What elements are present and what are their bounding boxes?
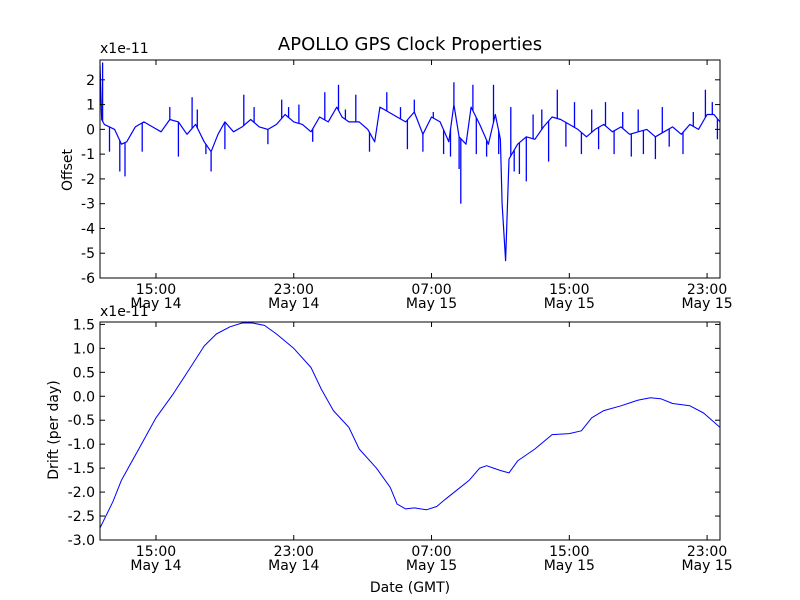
- offset-ytick-label: -6: [81, 271, 95, 287]
- offset-multiplier: x1e-11: [100, 41, 149, 57]
- chart-title: APOLLO GPS Clock Properties: [278, 34, 542, 55]
- offset-xtick-time-label: 07:00: [411, 282, 451, 298]
- drift-multiplier: x1e-11: [100, 304, 149, 320]
- drift-xtick-time-label: 07:00: [411, 544, 451, 560]
- drift-plot: x1e-11 Drift (per day) Date (GMT) -3.0 -2…: [46, 304, 733, 596]
- drift-ytick-label: 0.0: [73, 389, 95, 405]
- drift-xtick-date-label: May 15: [406, 558, 457, 574]
- drift-xtick-date-label: May 15: [681, 558, 732, 574]
- offset-ytick-label: -2: [81, 172, 95, 188]
- drift-xtick-date-label: May 14: [268, 558, 319, 574]
- drift-plot-area: [100, 322, 720, 529]
- offset-xtick-date-label: May 14: [268, 296, 319, 312]
- drift-ytick-label: -2.5: [68, 509, 95, 525]
- offset-ytick-label: -1: [81, 147, 95, 163]
- drift-ytick-label: -2.0: [68, 485, 95, 501]
- offset-ytick-label: 0: [86, 122, 95, 138]
- offset-xtick-time-label: 15:00: [136, 282, 176, 298]
- offset-xtick-time-label: 23:00: [274, 282, 314, 298]
- drift-ytick-label: 1.0: [73, 341, 95, 357]
- drift-xtick-time-label: 15:00: [136, 544, 176, 560]
- drift-xtick-time-label: 23:00: [274, 544, 314, 560]
- drift-ytick-label: -1.0: [68, 437, 95, 453]
- drift-ylabel: Drift (per day): [46, 380, 62, 479]
- offset-xtick-time-label: 23:00: [687, 282, 727, 298]
- offset-ytick-label: -3: [81, 197, 95, 213]
- drift-xlabel: Date (GMT): [370, 580, 450, 596]
- drift-axes-frame: [99, 321, 721, 541]
- drift-xtick-date-label: May 15: [544, 558, 595, 574]
- drift-ytick-label: 1.5: [73, 317, 95, 333]
- drift-ytick-label: -1.5: [68, 461, 95, 477]
- offset-axes-frame: [99, 59, 721, 279]
- offset-ytick-label: 1: [86, 98, 95, 114]
- drift-ytick-label: -3.0: [68, 533, 95, 549]
- drift-xtick-date-label: May 14: [130, 558, 181, 574]
- offset-xtick-date-label: May 15: [544, 296, 595, 312]
- drift-ytick-label: -0.5: [68, 413, 95, 429]
- offset-xtick-time-label: 15:00: [549, 282, 589, 298]
- offset-xtick-date-label: May 15: [406, 296, 457, 312]
- offset-ytick-label: -4: [81, 221, 95, 237]
- offset-series-line: [100, 64, 720, 262]
- drift-series-line: [100, 322, 720, 529]
- drift-xtick-time-label: 15:00: [549, 544, 589, 560]
- offset-ylabel: Offset: [60, 148, 76, 191]
- drift-xtick-time-label: 23:00: [687, 544, 727, 560]
- offset-xtick-date-label: May 15: [681, 296, 732, 312]
- offset-ytick-label: 2: [86, 73, 95, 89]
- offset-xtick-date-label: May 14: [130, 296, 181, 312]
- offset-plot-area: [100, 62, 720, 262]
- offset-ytick-label: -5: [81, 246, 95, 262]
- drift-ytick-label: 0.5: [73, 365, 95, 381]
